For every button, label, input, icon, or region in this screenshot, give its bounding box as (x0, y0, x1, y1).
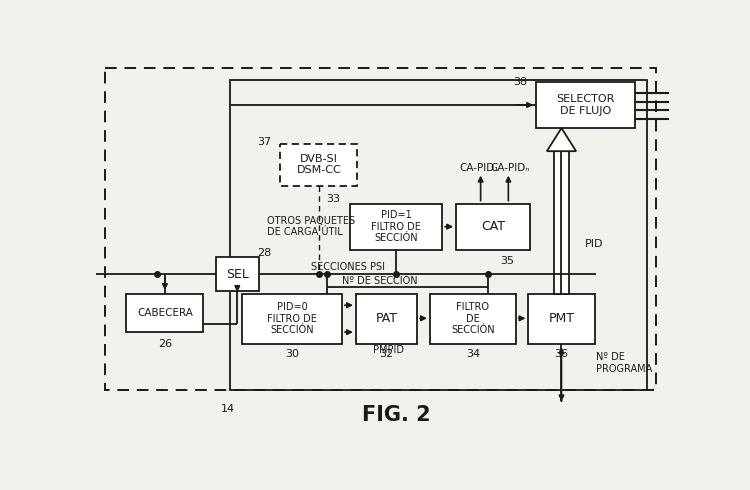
Text: 30: 30 (285, 349, 299, 359)
Text: SELECTOR
DE FLUJO: SELECTOR DE FLUJO (556, 94, 614, 116)
Bar (528, 294, 595, 343)
Text: CA-PID₁: CA-PID₁ (459, 163, 499, 173)
Text: 14: 14 (221, 404, 236, 414)
Bar (536, 82, 634, 128)
Bar (230, 80, 647, 390)
Text: OTROS PAQUETES
DE CARGA ÚTIL: OTROS PAQUETES DE CARGA ÚTIL (266, 216, 355, 238)
Text: SECCIONES PSI: SECCIONES PSI (311, 262, 386, 271)
Bar (242, 294, 342, 343)
Text: 36: 36 (554, 349, 568, 359)
Text: 32: 32 (380, 349, 394, 359)
Bar (554, 151, 569, 294)
Bar (280, 144, 358, 186)
Text: Nº DE
PROGRAMA: Nº DE PROGRAMA (596, 352, 652, 374)
Text: PMPID: PMPID (373, 345, 404, 355)
Text: PID=0
FILTRO DE
SECCIÓN: PID=0 FILTRO DE SECCIÓN (267, 302, 317, 335)
Text: 34: 34 (466, 349, 480, 359)
Text: PMT: PMT (548, 312, 574, 325)
Text: FILTRO
DE
SECCIÓN: FILTRO DE SECCIÓN (451, 302, 495, 335)
Text: CA-PIDₙ: CA-PIDₙ (490, 163, 530, 173)
Bar (127, 294, 203, 332)
Bar (456, 203, 530, 250)
Polygon shape (547, 128, 576, 151)
Text: CABECERA: CABECERA (137, 308, 193, 318)
Text: 35: 35 (500, 256, 514, 266)
Text: 38: 38 (513, 77, 526, 87)
Text: DVB-SI
DSM-CC: DVB-SI DSM-CC (296, 154, 341, 175)
Text: CAT: CAT (481, 220, 505, 233)
Text: 26: 26 (158, 339, 172, 349)
Bar (356, 294, 418, 343)
Bar (350, 203, 442, 250)
Bar (430, 294, 516, 343)
Text: 37: 37 (257, 137, 272, 147)
Bar (216, 257, 259, 292)
Text: SEL: SEL (226, 268, 249, 281)
Text: 33: 33 (326, 194, 340, 204)
Text: Nº DE SECCIÓN: Nº DE SECCIÓN (342, 276, 418, 286)
Text: FIG. 2: FIG. 2 (362, 405, 430, 424)
Text: 28: 28 (257, 248, 272, 258)
Text: PID=1
FILTRO DE
SECCIÓN: PID=1 FILTRO DE SECCIÓN (371, 210, 421, 243)
Bar (105, 68, 656, 390)
Text: PID: PID (584, 239, 603, 248)
Text: PAT: PAT (376, 312, 398, 325)
